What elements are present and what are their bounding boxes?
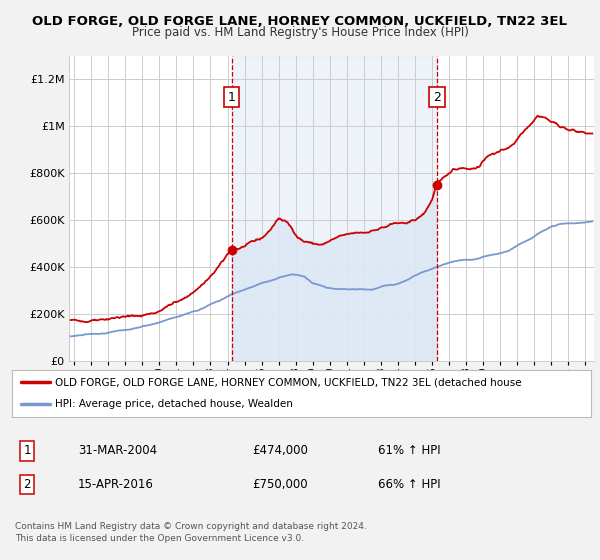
Bar [232, 56, 437, 361]
Text: 2: 2 [433, 91, 441, 104]
Text: 31-MAR-2004: 31-MAR-2004 [78, 444, 157, 458]
Text: 61% ↑ HPI: 61% ↑ HPI [378, 444, 440, 458]
Text: Contains HM Land Registry data © Crown copyright and database right 2024.
This d: Contains HM Land Registry data © Crown c… [15, 522, 367, 543]
Text: OLD FORGE, OLD FORGE LANE, HORNEY COMMON, UCKFIELD, TN22 3EL: OLD FORGE, OLD FORGE LANE, HORNEY COMMON… [32, 15, 568, 28]
Text: £750,000: £750,000 [252, 478, 308, 491]
Text: 2: 2 [23, 478, 31, 491]
Text: Price paid vs. HM Land Registry's House Price Index (HPI): Price paid vs. HM Land Registry's House … [131, 26, 469, 39]
Text: £474,000: £474,000 [252, 444, 308, 458]
Text: OLD FORGE, OLD FORGE LANE, HORNEY COMMON, UCKFIELD, TN22 3EL (detached house: OLD FORGE, OLD FORGE LANE, HORNEY COMMON… [55, 377, 522, 388]
Text: 66% ↑ HPI: 66% ↑ HPI [378, 478, 440, 491]
Text: HPI: Average price, detached house, Wealden: HPI: Average price, detached house, Weal… [55, 399, 293, 409]
Text: 1: 1 [23, 444, 31, 458]
Text: 1: 1 [228, 91, 236, 104]
Text: 15-APR-2016: 15-APR-2016 [78, 478, 154, 491]
